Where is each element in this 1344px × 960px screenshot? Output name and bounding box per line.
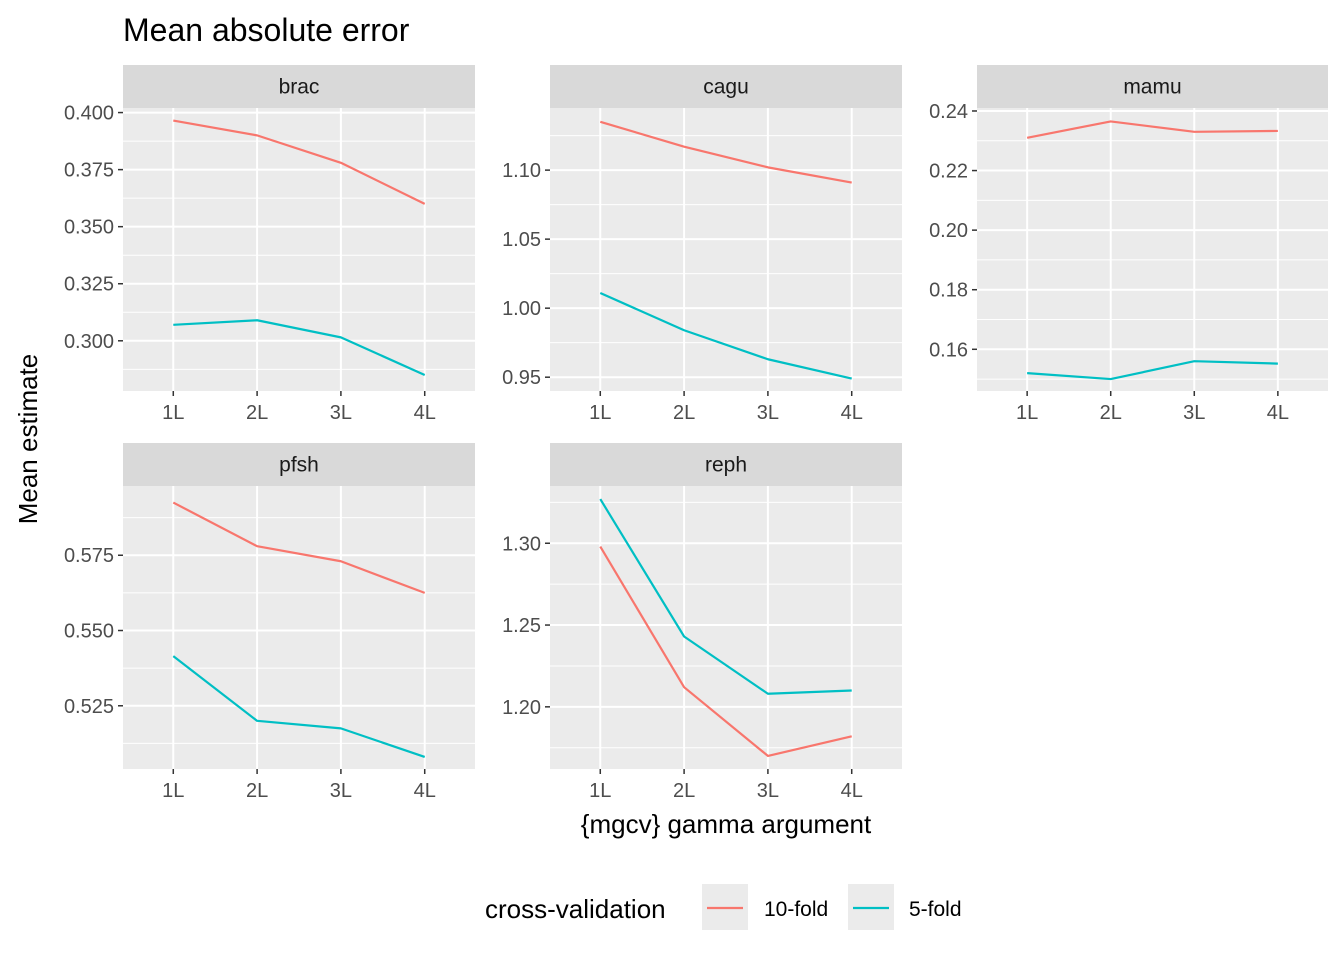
- x-tick-label: 2L: [246, 402, 268, 424]
- y-tick-label: 0.350: [64, 217, 114, 239]
- legend-title: cross-validation: [485, 894, 666, 924]
- y-tick-label: 0.325: [64, 274, 114, 296]
- x-tick-label: 1L: [589, 780, 611, 802]
- panel-background-cagu: [550, 108, 902, 391]
- panel-background-brac: [123, 108, 475, 391]
- chart-title: Mean absolute error: [123, 12, 410, 48]
- series-line-brac-10-fold: [173, 119, 426, 205]
- legend-label-5-fold: 5-fold: [909, 898, 962, 921]
- x-tick-label: 4L: [841, 780, 863, 802]
- strip-brac: [123, 65, 475, 108]
- panel-background-pfsh: [123, 486, 475, 769]
- y-tick-label: 0.525: [64, 696, 114, 718]
- strip-label-brac: brac: [279, 76, 320, 99]
- y-tick-label: 0.24: [929, 101, 968, 123]
- x-tick-label: 2L: [246, 780, 268, 802]
- legend-label-10-fold: 10-fold: [764, 898, 828, 921]
- x-tick-label: 3L: [757, 780, 779, 802]
- series-line-mamu-5-fold: [1027, 360, 1278, 381]
- strip-label-mamu: mamu: [1123, 76, 1181, 99]
- y-tick-label: 0.575: [64, 545, 114, 567]
- x-tick-label: 2L: [673, 780, 695, 802]
- series-line-cagu-10-fold: [599, 120, 852, 184]
- x-axis-title: {mgcv} gamma argument: [581, 809, 872, 839]
- panel-brac: brac 0.300 0.325 0.350 0.375 0.400 1L 2L 3L 4L: [64, 65, 475, 424]
- x-tick-label: 3L: [330, 780, 352, 802]
- y-tick-label: 0.18: [929, 280, 968, 302]
- x-tick-label: 2L: [673, 402, 695, 424]
- panel-cagu: cagu 0.95 1.00 1.05 1.10 1L 2L 3L 4L: [502, 65, 902, 424]
- panel-pfsh: pfsh 0.525 0.550 0.575 1L 2L 3L 4L: [64, 443, 475, 802]
- y-tick-label: 0.95: [502, 367, 541, 389]
- panel-background-reph: [550, 486, 902, 769]
- strip-pfsh: [123, 443, 475, 486]
- strip-label-cagu: cagu: [703, 76, 749, 99]
- series-line-pfsh-10-fold: [172, 501, 426, 594]
- x-tick-label: 1L: [589, 402, 611, 424]
- panel-reph: reph 1.20 1.25 1.30 1L 2L 3L 4L: [502, 443, 902, 802]
- y-tick-label: 1.30: [502, 533, 541, 555]
- x-tick-label: 1L: [162, 402, 184, 424]
- strip-label-reph: reph: [705, 454, 747, 477]
- strip-cagu: [550, 65, 902, 108]
- x-tick-label: 1L: [162, 780, 184, 802]
- y-tick-label: 0.550: [64, 621, 114, 643]
- y-axis-title: Mean estimate: [13, 354, 43, 525]
- panel-mamu: mamu 0.16 0.18 0.20 0.22 0.24 1L 2L 3L 4L: [929, 65, 1328, 424]
- series-line-reph-5-fold: [599, 498, 852, 695]
- y-tick-label: 0.16: [929, 339, 968, 361]
- x-tick-label: 4L: [1267, 402, 1289, 424]
- y-tick-label: 1.20: [502, 697, 541, 719]
- x-tick-label: 1L: [1016, 402, 1038, 424]
- legend: cross-validation 10-fold 5-fold: [485, 884, 962, 930]
- y-tick-label: 1.00: [502, 298, 541, 320]
- series-line-cagu-5-fold: [599, 291, 852, 380]
- y-tick-label: 1.10: [502, 160, 541, 182]
- y-tick-label: 0.375: [64, 160, 114, 182]
- x-tick-label: 4L: [414, 780, 436, 802]
- series-line-brac-5-fold: [173, 319, 426, 377]
- x-tick-label: 3L: [330, 402, 352, 424]
- series-line-reph-10-fold: [599, 545, 852, 758]
- y-tick-label: 0.20: [929, 220, 968, 242]
- x-tick-label: 4L: [841, 402, 863, 424]
- y-tick-label: 0.300: [64, 331, 114, 353]
- x-tick-label: 3L: [757, 402, 779, 424]
- strip-label-pfsh: pfsh: [279, 454, 319, 477]
- x-tick-label: 2L: [1100, 402, 1122, 424]
- series-line-mamu-10-fold: [1026, 120, 1278, 139]
- strip-mamu: [977, 65, 1328, 108]
- y-tick-label: 0.400: [64, 103, 114, 125]
- x-tick-label: 4L: [414, 402, 436, 424]
- y-tick-label: 1.05: [502, 229, 541, 251]
- strip-reph: [550, 443, 902, 486]
- y-tick-label: 0.22: [929, 161, 968, 183]
- panel-background-mamu: [977, 108, 1328, 391]
- x-tick-label: 3L: [1183, 402, 1205, 424]
- series-line-pfsh-5-fold: [172, 655, 426, 759]
- y-tick-label: 1.25: [502, 615, 541, 637]
